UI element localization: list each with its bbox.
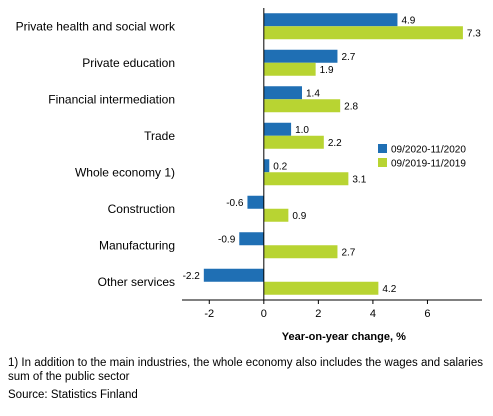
bars <box>203 13 463 295</box>
legend-swatch <box>378 144 387 153</box>
value-label: -0.9 <box>218 234 236 245</box>
x-tick-label: 2 <box>315 308 321 320</box>
value-label: -2.2 <box>183 271 201 282</box>
x-tick-label: -2 <box>204 308 214 320</box>
x-tick-label: 0 <box>261 308 267 320</box>
x-axis-title: Year-on-year change, % <box>282 331 406 343</box>
category-label: Private health and social work <box>16 19 176 33</box>
value-label: 2.8 <box>344 101 358 112</box>
value-label: 4.9 <box>401 15 415 26</box>
value-label: 0.9 <box>292 211 306 222</box>
value-label: 3.1 <box>352 174 366 185</box>
category-labels: Private health and social work Private ed… <box>16 19 176 289</box>
legend-label: 09/2019-11/2019 <box>391 159 466 170</box>
value-label: 0.2 <box>273 161 287 172</box>
x-tick-label: 6 <box>424 308 430 320</box>
footnote: 1) In addition to the main industries, t… <box>8 357 483 383</box>
bar-series-2 <box>263 245 338 259</box>
category-label: Private education <box>82 56 175 70</box>
x-tick-label: 4 <box>370 308 376 320</box>
bar-series-1 <box>203 268 264 282</box>
value-label: 2.7 <box>341 52 355 63</box>
bar-series-1 <box>263 86 302 100</box>
category-label: Whole economy 1) <box>75 165 175 179</box>
bar-series-2 <box>263 26 463 40</box>
value-label: 1.9 <box>320 65 334 76</box>
bar-series-2 <box>263 208 289 222</box>
value-label: 4.2 <box>382 284 396 295</box>
legend: 09/2020-11/2020 09/2019-11/2019 <box>378 144 466 170</box>
bar-series-1 <box>263 122 292 136</box>
bar-series-2 <box>263 135 324 149</box>
value-label: 1.0 <box>295 125 309 136</box>
bar-series-1 <box>263 159 270 173</box>
source-note: Source: Statistics Finland <box>8 389 138 401</box>
category-label: Manufacturing <box>99 238 175 252</box>
x-axis: -2 0 2 4 6 <box>182 8 482 320</box>
value-labels: 4.9 7.3 2.7 1.9 1.4 2.8 1.0 2.2 0.2 3.1 -0.6 0.9 -0.… <box>183 15 482 295</box>
category-label: Financial intermediation <box>48 92 175 106</box>
legend-label: 09/2020-11/2020 <box>391 145 466 156</box>
bar-series-1 <box>263 49 338 63</box>
value-label: -0.6 <box>226 198 244 209</box>
bar-series-1 <box>263 13 398 27</box>
bar-series-2 <box>263 172 349 186</box>
value-label: 7.3 <box>467 28 481 39</box>
bar-series-1 <box>239 232 264 246</box>
bar-series-2 <box>263 281 379 295</box>
bar-series-1 <box>247 195 264 209</box>
value-label: 2.2 <box>328 138 342 149</box>
bar-chart: Private health and social work Private ed… <box>16 8 482 343</box>
bar-series-2 <box>263 99 341 113</box>
category-label: Construction <box>108 202 175 216</box>
bar-series-2 <box>263 62 316 76</box>
category-label: Other services <box>98 275 175 289</box>
value-label: 1.4 <box>306 88 320 99</box>
category-label: Trade <box>144 129 175 143</box>
legend-swatch <box>378 158 387 167</box>
value-label: 2.7 <box>341 247 355 258</box>
